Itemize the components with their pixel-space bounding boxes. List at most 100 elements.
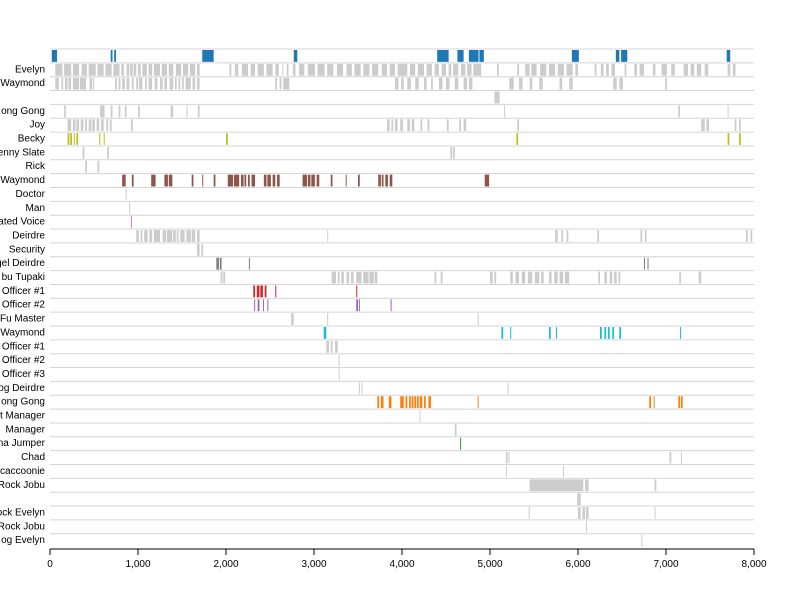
timeline-span (419, 410, 421, 422)
row-label: Doctor (16, 189, 46, 200)
timeline-span (460, 437, 462, 450)
row-label: ock Evelyn (0, 507, 45, 518)
timeline-span (732, 63, 736, 76)
timeline-span (356, 271, 362, 284)
timeline-row: ated Voice (0, 214, 754, 229)
timeline-span (103, 133, 105, 145)
timeline-span (529, 77, 533, 90)
timeline-span (293, 50, 298, 62)
timeline-span (126, 63, 130, 76)
timeline-span (153, 63, 160, 76)
timeline-span (501, 327, 504, 339)
row-label: Rock Jobu (0, 480, 45, 491)
timeline-span (704, 63, 709, 76)
timeline-row: Joy (29, 117, 754, 132)
timeline-span (385, 174, 388, 187)
row-label: Evelyn (15, 64, 45, 75)
timeline-span (652, 63, 656, 76)
timeline-span (151, 174, 156, 187)
timeline-span (739, 119, 741, 132)
timeline-span (61, 77, 64, 90)
timeline-span (559, 77, 563, 90)
timeline-row: Rock Jobu (0, 477, 754, 492)
timeline-span (202, 174, 204, 187)
timeline-span (516, 133, 519, 145)
timeline-span (330, 174, 333, 187)
timeline-span (559, 271, 564, 284)
timeline-span (125, 188, 127, 201)
row-label: Waymond (0, 175, 45, 186)
timeline-span (463, 77, 468, 90)
timeline-span (229, 63, 232, 76)
timeline-span (256, 285, 260, 298)
timeline-span (598, 271, 600, 284)
timeline-span (409, 396, 411, 409)
timeline-span (706, 119, 710, 132)
timeline-span (571, 50, 579, 62)
timeline-span (380, 396, 384, 409)
timeline-span (67, 119, 72, 132)
timeline-span (389, 174, 393, 187)
row-label: Security (9, 244, 45, 255)
timeline-span (64, 77, 68, 90)
timeline-span (144, 230, 148, 242)
timeline-span (531, 63, 537, 76)
timeline-span (494, 271, 497, 284)
timeline-span (114, 50, 116, 62)
timeline-span (669, 451, 672, 464)
timeline-span (345, 174, 347, 187)
timeline-row: Security (9, 242, 754, 256)
timeline-span (170, 105, 174, 118)
timeline-span (70, 133, 72, 145)
timeline-span (548, 63, 556, 76)
timeline-span (400, 119, 403, 132)
timeline-row: Officer #1 (2, 339, 754, 353)
timeline-row: ong Gong (1, 103, 754, 118)
timeline-span (582, 507, 586, 519)
timeline-span (434, 271, 437, 284)
timeline-span (196, 63, 200, 76)
timeline-span (133, 63, 137, 76)
timeline-span (248, 257, 250, 270)
timeline-span (678, 105, 681, 118)
timeline-span (138, 77, 143, 90)
timeline-span (233, 174, 240, 187)
timeline-span (129, 202, 131, 215)
timeline-span (185, 77, 191, 90)
timeline-span (197, 105, 200, 118)
timeline-span (145, 77, 147, 90)
timeline-span (263, 174, 267, 187)
timeline-span (394, 77, 399, 90)
timeline-span (727, 63, 731, 76)
timeline-span (606, 63, 609, 76)
timeline-span (426, 63, 432, 76)
timeline-row: Rock Jobu (0, 519, 754, 533)
timeline-span (600, 63, 604, 76)
timeline-span (292, 63, 296, 76)
row-label: Rick (26, 161, 46, 172)
timeline-span (201, 243, 204, 256)
timeline-span (101, 119, 104, 132)
timeline-span (182, 77, 184, 90)
timeline-span (479, 50, 484, 62)
timeline-span (363, 63, 370, 76)
timeline-span (468, 50, 479, 62)
timeline-span (597, 230, 600, 242)
timeline-span (473, 63, 482, 76)
timeline-span (173, 230, 176, 242)
timeline-span (76, 133, 79, 145)
timeline-span (122, 174, 126, 187)
timeline-span (327, 313, 329, 325)
timeline-span (441, 63, 446, 76)
timeline-row: Chad (21, 450, 754, 464)
timeline-span (528, 507, 530, 519)
timeline-span (72, 119, 76, 132)
timeline-span (317, 63, 325, 76)
timeline-span (394, 119, 398, 132)
timeline-span (168, 63, 174, 76)
timeline-span (260, 285, 263, 298)
row-label: Chad (21, 452, 45, 463)
timeline-span (467, 63, 472, 76)
timeline-span (311, 174, 315, 187)
